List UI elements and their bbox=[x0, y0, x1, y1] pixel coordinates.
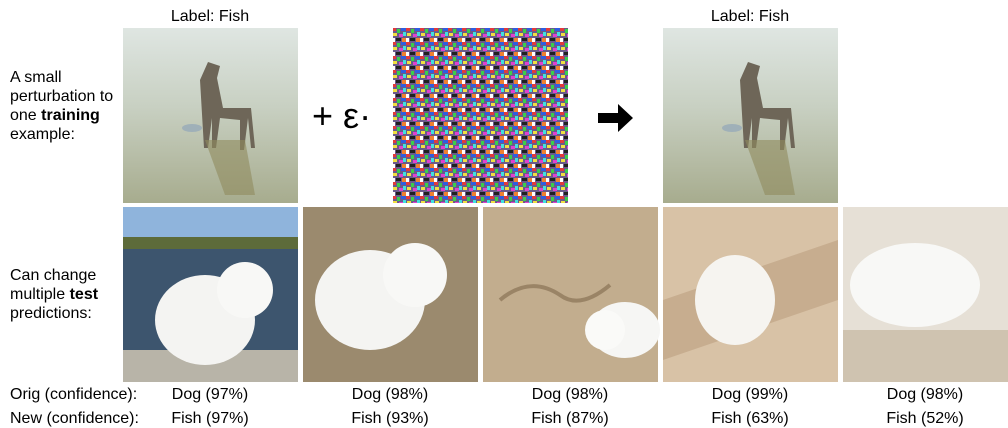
caption-text: A small perturbation to one bbox=[10, 69, 114, 124]
prediction: Dog (98%) bbox=[351, 386, 429, 403]
train-image bbox=[123, 28, 298, 203]
test-image bbox=[303, 207, 478, 382]
test-image bbox=[663, 207, 838, 382]
caption-emphasis: test bbox=[69, 286, 99, 303]
caption-text: example: bbox=[10, 126, 75, 143]
prediction: Fish (93%) bbox=[351, 410, 429, 427]
test-image bbox=[843, 207, 1008, 382]
test-image bbox=[123, 207, 298, 382]
prediction: Fish (97%) bbox=[171, 410, 249, 427]
prediction: Dog (98%) bbox=[531, 386, 609, 403]
test-image bbox=[483, 207, 660, 382]
prediction: Dog (99%) bbox=[711, 386, 789, 403]
caption-text: predictions: bbox=[10, 305, 92, 322]
row-label: Orig (confidence): bbox=[10, 386, 138, 403]
row-caption: Can change multiple test predictions: bbox=[10, 266, 116, 323]
image-label: Label: Fish bbox=[170, 8, 250, 25]
prediction: Fish (63%) bbox=[711, 410, 789, 427]
prediction: Dog (98%) bbox=[886, 386, 964, 403]
caption-emphasis: training bbox=[41, 107, 100, 124]
row-label: New (confidence): bbox=[10, 410, 139, 427]
image-label: Label: Fish bbox=[710, 8, 790, 25]
row-caption: A small perturbation to one training exa… bbox=[10, 68, 116, 144]
caption-text: Can change multiple bbox=[10, 267, 97, 303]
perturbed-image bbox=[663, 28, 838, 203]
operator: + ε· bbox=[312, 95, 372, 136]
prediction: Dog (97%) bbox=[171, 386, 249, 403]
noise-image bbox=[393, 28, 568, 203]
arrow bbox=[598, 104, 633, 132]
prediction: Fish (52%) bbox=[886, 410, 964, 427]
prediction: Fish (87%) bbox=[531, 410, 609, 427]
